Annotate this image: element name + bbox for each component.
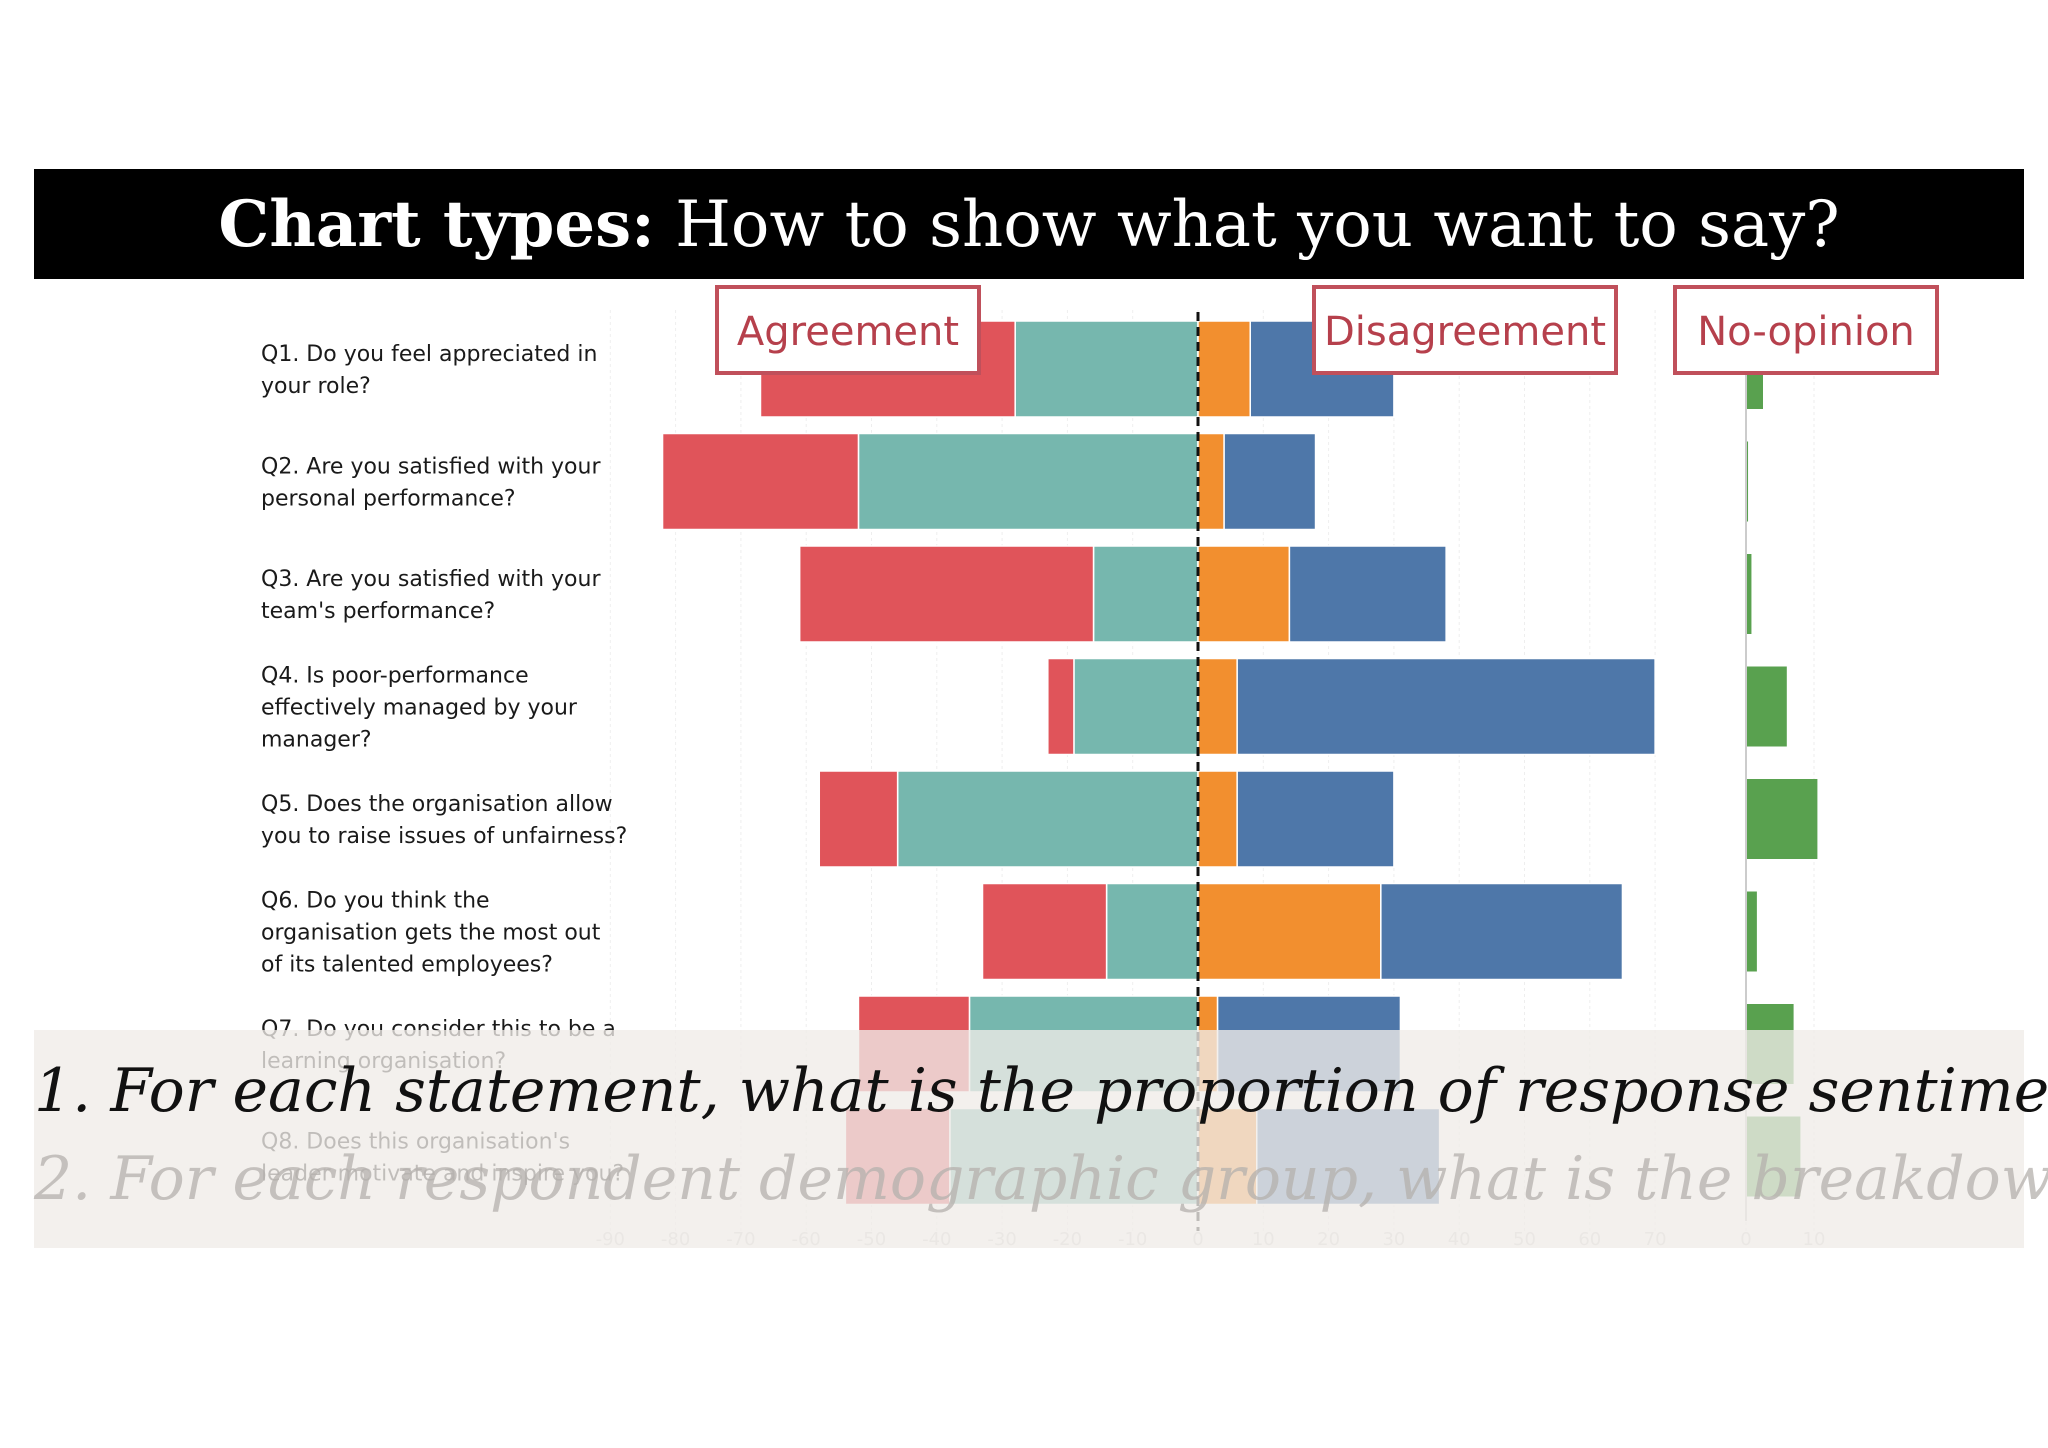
bar-agree bbox=[1092, 545, 1199, 643]
bar-strongly-agree bbox=[1047, 657, 1075, 756]
bar-no-opinion bbox=[1746, 666, 1787, 747]
bar-agree bbox=[896, 770, 1199, 868]
overlay-question-1: 1. For each statement, what is the propo… bbox=[34, 1056, 2048, 1126]
question-label: Q1. Do you feel appreciated in your role? bbox=[261, 342, 597, 399]
question-label-line: Q3. Are you satisfied with your bbox=[261, 567, 601, 592]
bar-disagree bbox=[1197, 770, 1238, 868]
question-label-line: team's performance? bbox=[261, 599, 495, 624]
bar-disagree bbox=[1197, 432, 1225, 531]
question-label: Q6. Do you think the organisation gets th… bbox=[261, 889, 601, 978]
bar-strongly-agree bbox=[818, 770, 899, 868]
question-label-line: your role? bbox=[261, 374, 371, 399]
bar-no-opinion bbox=[1746, 891, 1757, 972]
question-label-line: effectively managed by your bbox=[261, 696, 578, 721]
overlay-question-2: 2. For each respondent demographic group… bbox=[34, 1144, 2048, 1214]
title-bold: Chart types: bbox=[218, 186, 655, 262]
question-label: Q2. Are you satisfied with your personal … bbox=[261, 455, 601, 512]
legend-no-opinion-label: No-opinion bbox=[1697, 309, 1915, 355]
bar-disagree bbox=[1197, 882, 1382, 981]
question-label-line: personal performance? bbox=[261, 487, 516, 512]
bar-strongly-disagree bbox=[1236, 770, 1395, 868]
bar-no-opinion bbox=[1746, 779, 1818, 859]
bar-disagree bbox=[1197, 657, 1238, 756]
bar-no-opinion bbox=[1746, 554, 1752, 634]
bar-strongly-disagree bbox=[1236, 657, 1656, 756]
question-overlay: 1. For each statement, what is the propo… bbox=[34, 1030, 2048, 1248]
bar-agree bbox=[1105, 882, 1199, 981]
question-label-line: of its talented employees? bbox=[261, 953, 553, 978]
bar-agree bbox=[1073, 657, 1199, 756]
legend-no-opinion: No-opinion bbox=[1673, 285, 1939, 375]
question-label-line: Q4. Is poor-performance bbox=[261, 664, 529, 689]
bar-disagree bbox=[1197, 320, 1251, 418]
question-label-line: you to raise issues of unfairness? bbox=[261, 824, 627, 849]
question-label-line: Q2. Are you satisfied with your bbox=[261, 455, 601, 480]
bar-agree bbox=[1014, 320, 1199, 418]
bar-strongly-agree bbox=[661, 432, 860, 531]
bar-strongly-disagree bbox=[1288, 545, 1447, 643]
bar-strongly-disagree bbox=[1223, 432, 1317, 531]
question-label: Q3. Are you satisfied with your team's pe… bbox=[261, 567, 601, 624]
question-label-line: manager? bbox=[261, 728, 372, 753]
bar-strongly-agree bbox=[798, 545, 1095, 643]
title-bar: Chart types: How to show what you want t… bbox=[34, 169, 2024, 279]
title-rest: How to show what you want to say? bbox=[654, 187, 1840, 262]
question-label-line: organisation gets the most out bbox=[261, 921, 601, 946]
question-label: Q5. Does the organisation allow you to ra… bbox=[261, 792, 627, 849]
legend-agreement: Agreement bbox=[715, 285, 981, 375]
question-label: Q4. Is poor-performance effectively manag… bbox=[261, 664, 578, 753]
legend-disagreement-label: Disagreement bbox=[1324, 309, 1606, 355]
legend-layer: Agreement Disagreement No-opinion bbox=[715, 285, 1939, 375]
question-label-line: Q6. Do you think the bbox=[261, 889, 490, 914]
bar-strongly-agree bbox=[981, 882, 1108, 981]
legend-disagreement: Disagreement bbox=[1312, 285, 1618, 375]
page-title: Chart types: How to show what you want t… bbox=[218, 187, 1839, 262]
bar-agree bbox=[857, 432, 1199, 531]
question-label-line: Q5. Does the organisation allow bbox=[261, 792, 613, 817]
legend-agreement-label: Agreement bbox=[737, 309, 959, 355]
question-label-line: Q1. Do you feel appreciated in bbox=[261, 342, 597, 367]
bar-no-opinion bbox=[1746, 441, 1749, 522]
bar-disagree bbox=[1197, 545, 1291, 643]
bar-strongly-disagree bbox=[1380, 882, 1624, 981]
